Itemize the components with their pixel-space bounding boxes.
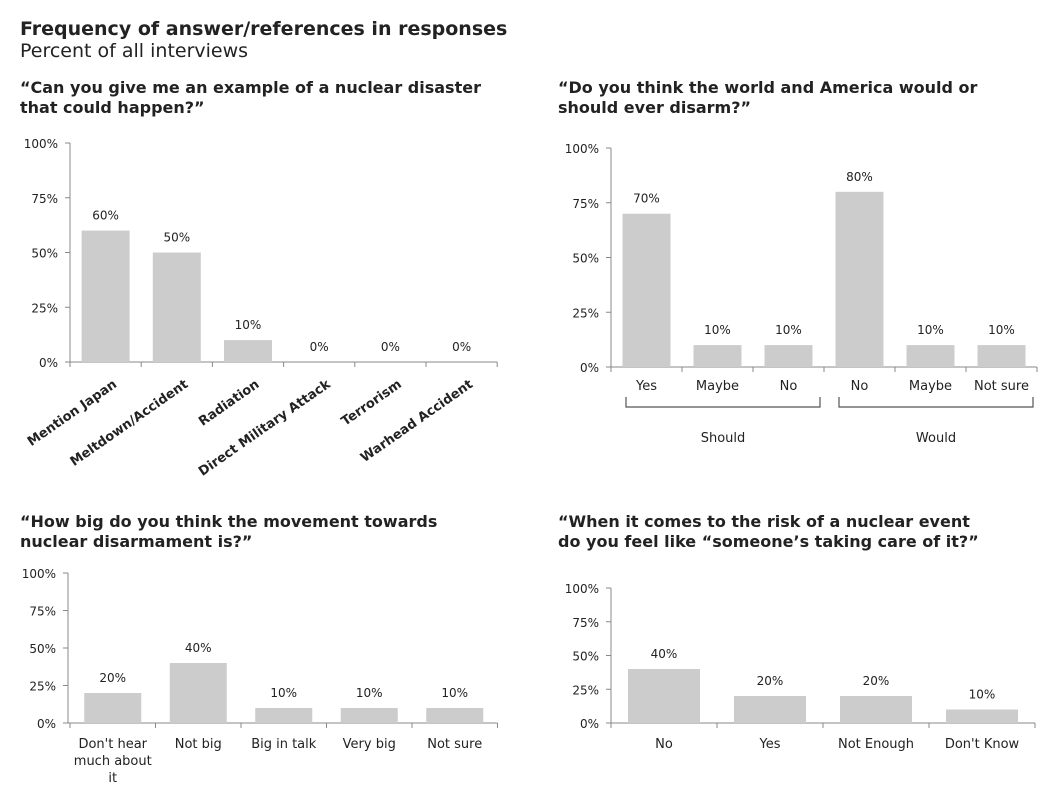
page-subtitle: Percent of all interviews (20, 40, 249, 62)
data-label: 20% (863, 674, 890, 688)
bar (906, 345, 955, 367)
bar (622, 213, 671, 367)
bar (977, 345, 1026, 367)
bar (734, 696, 806, 723)
y-tick-label: 0% (39, 356, 58, 370)
data-label: 40% (185, 641, 212, 655)
category-label: it (108, 771, 117, 786)
group-label: Would (916, 431, 956, 446)
category-label: Don't Know (945, 737, 1020, 752)
category-label: Don't hear (78, 737, 147, 752)
y-tick-label: 25% (572, 683, 599, 697)
data-label: 10% (270, 686, 297, 700)
data-label: 0% (310, 340, 329, 354)
category-label: Not Enough (838, 737, 914, 752)
y-tick-label: 25% (31, 301, 58, 315)
data-label: 50% (163, 231, 190, 245)
bar (169, 663, 227, 723)
page-title: Frequency of answer/references in respon… (20, 18, 508, 40)
y-tick-label: 50% (572, 650, 599, 664)
category-label: Terrorism (339, 377, 405, 429)
y-tick-label: 50% (29, 642, 56, 656)
group-bracket (625, 397, 821, 408)
chart-3-title: “How big do you think the movement towar… (20, 512, 438, 551)
data-label: 0% (452, 340, 471, 354)
y-tick-label: 75% (29, 605, 56, 619)
chart-4-title: “When it comes to the risk of a nuclear … (558, 512, 979, 551)
y-tick-label: 100% (565, 142, 599, 156)
category-label: Maybe (696, 379, 739, 394)
y-tick-label: 100% (22, 567, 56, 581)
category-label: No (851, 379, 869, 394)
bar (255, 708, 313, 723)
category-label: Direct Military Attack (196, 377, 334, 480)
bar (693, 345, 742, 367)
category-label: Big in talk (251, 737, 317, 752)
bar (628, 669, 700, 723)
chart-2-title: “Do you think the world and America woul… (558, 78, 978, 117)
data-label: 70% (633, 192, 660, 206)
y-tick-label: 50% (572, 252, 599, 266)
bar (764, 345, 813, 367)
y-tick-label: 50% (31, 247, 58, 261)
category-label: Not big (175, 737, 222, 752)
bar (152, 252, 201, 362)
group-bracket (838, 397, 1034, 408)
bar (340, 708, 398, 723)
data-label: 10% (441, 686, 468, 700)
data-label: 10% (969, 688, 996, 702)
bar (81, 230, 130, 362)
category-label: Yes (635, 379, 657, 394)
category-label: Yes (759, 737, 781, 752)
bar (946, 709, 1018, 723)
chart-1-title: “Can you give me an example of a nuclear… (20, 78, 481, 117)
data-label: 10% (917, 323, 944, 337)
category-label: No (655, 737, 673, 752)
category-label: Meltdown/Accident (68, 377, 191, 470)
data-label: 40% (651, 647, 678, 661)
y-tick-label: 75% (572, 616, 599, 630)
data-label: 10% (988, 323, 1015, 337)
data-label: 20% (99, 671, 126, 685)
bar (835, 191, 884, 367)
bar (84, 693, 142, 723)
category-label: Radiation (196, 377, 262, 430)
group-label: Should (701, 431, 746, 446)
y-tick-label: 0% (37, 717, 56, 731)
data-label: 20% (757, 674, 784, 688)
y-tick-label: 0% (580, 717, 599, 731)
category-label: Not sure (427, 737, 482, 752)
y-tick-label: 75% (572, 197, 599, 211)
data-label: 10% (775, 323, 802, 337)
category-label: Very big (343, 737, 396, 752)
category-label: much about (74, 754, 152, 769)
y-tick-label: 25% (29, 680, 56, 694)
y-tick-label: 25% (572, 306, 599, 320)
bar (840, 696, 912, 723)
bar (224, 340, 272, 362)
y-tick-label: 0% (580, 361, 599, 375)
data-label: 10% (704, 323, 731, 337)
category-label: No (780, 379, 798, 394)
data-label: 10% (235, 318, 262, 332)
category-label: Not sure (974, 379, 1029, 394)
data-label: 0% (381, 340, 400, 354)
category-label: Maybe (909, 379, 952, 394)
y-tick-label: 100% (565, 582, 599, 596)
data-label: 60% (92, 209, 119, 223)
bar (426, 708, 484, 723)
y-tick-label: 100% (24, 137, 58, 151)
data-label: 10% (356, 686, 383, 700)
data-label: 80% (846, 170, 873, 184)
y-tick-label: 75% (31, 192, 58, 206)
